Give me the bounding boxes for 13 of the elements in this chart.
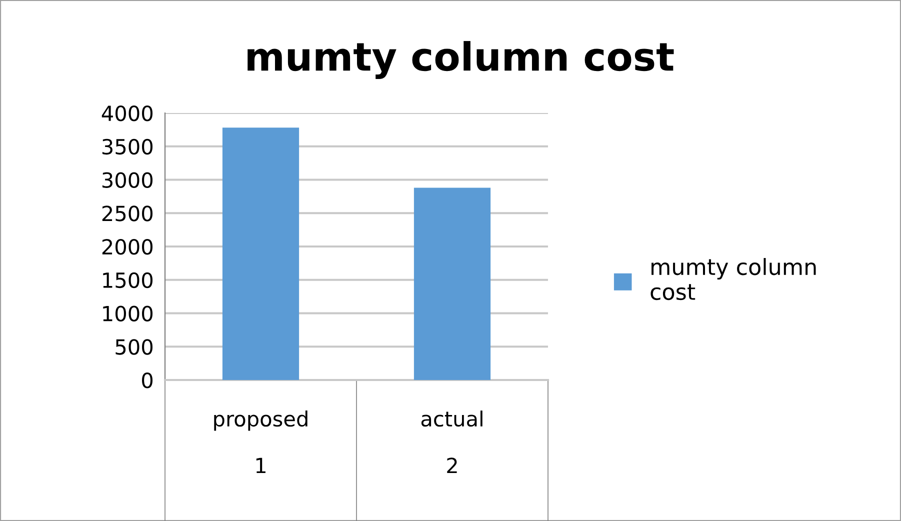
y-tick-label: 3000 xyxy=(102,172,153,188)
y-tick-label: 3500 xyxy=(102,138,153,155)
y-tick-label: 1000 xyxy=(103,306,153,322)
y-tick-label: 2000 xyxy=(102,238,153,255)
category-label: proposed 1 xyxy=(214,410,308,474)
y-tick-label: 2500 xyxy=(102,206,153,222)
category-label: actual 2 xyxy=(421,410,482,474)
y-tick-label: 0 xyxy=(142,372,153,388)
y-tick-label: 500 xyxy=(116,339,153,355)
chart-title: mumty column cost xyxy=(248,41,674,79)
legend-label: mumty column cost xyxy=(650,258,816,300)
y-tick-label: 4000 xyxy=(102,105,153,122)
y-tick-label: 1500 xyxy=(103,272,153,288)
